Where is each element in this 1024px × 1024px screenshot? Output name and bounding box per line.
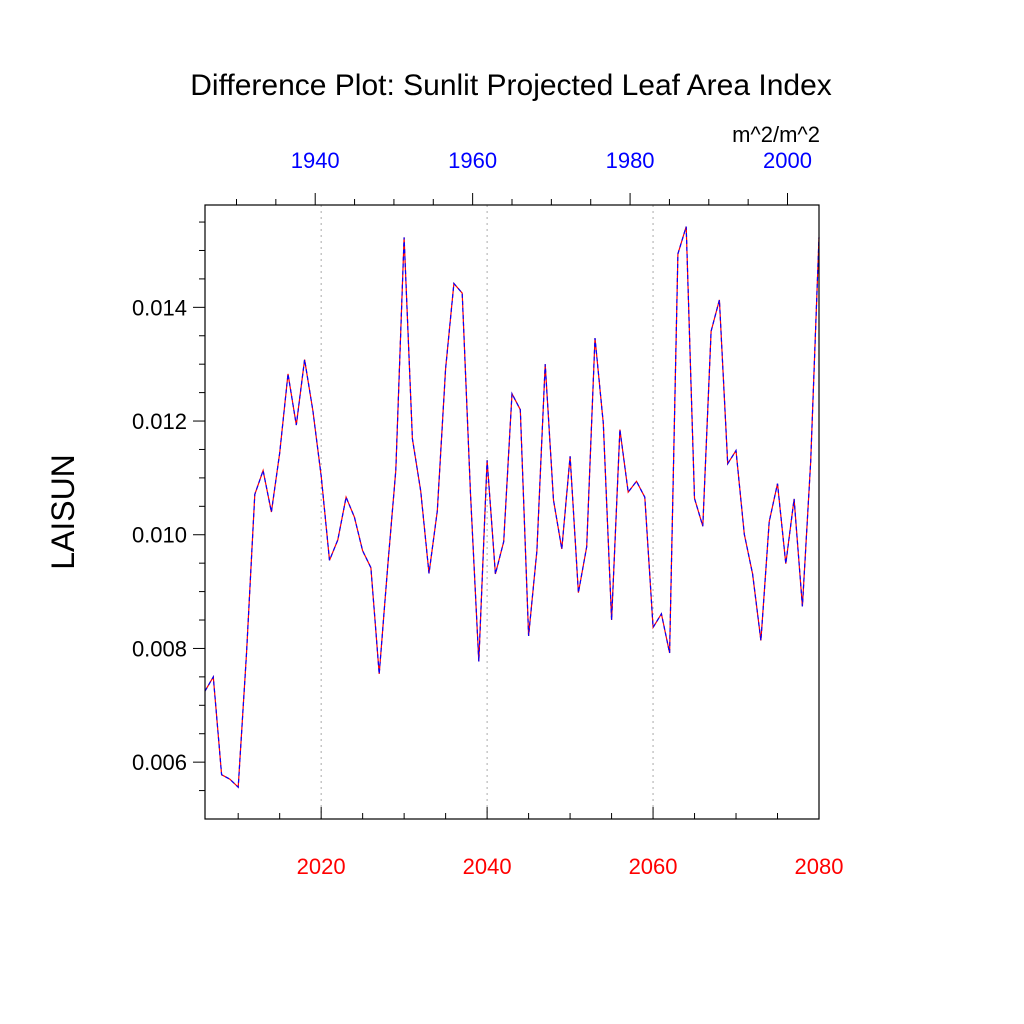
plot-frame [204,204,820,820]
chart-title: Difference Plot: Sunlit Projected Leaf A… [190,69,832,102]
y-tick-label: 0.008 [132,636,187,661]
x-tick-label-bottom: 2040 [463,854,512,879]
y-axis-label: LAISUN [45,454,81,570]
series-lines [204,226,820,789]
series-line-blue [204,226,820,789]
grid-lines [320,205,654,819]
x-tick-label-bottom: 2060 [629,854,678,879]
x-tick-label-top: 1960 [448,148,497,173]
x-tick-label-top: 1940 [291,148,340,173]
axis-ticks [193,193,820,819]
y-tick-label: 0.012 [132,409,187,434]
x-tick-label-top: 2000 [763,148,812,173]
units-label: m^2/m^2 [732,122,820,147]
axes [204,204,820,820]
x-tick-label-bottom: 2080 [795,854,844,879]
x-tick-label-bottom: 2020 [297,854,346,879]
y-tick-label: 0.006 [132,750,187,775]
x-tick-label-top: 1980 [606,148,655,173]
y-tick-label: 0.010 [132,523,187,548]
tick-labels: 2020 2040 2060 2080 1940 1960 1980 2000 0.006 0.0… [132,148,844,879]
y-tick-label: 0.014 [132,295,187,320]
series-line-red [204,226,820,789]
